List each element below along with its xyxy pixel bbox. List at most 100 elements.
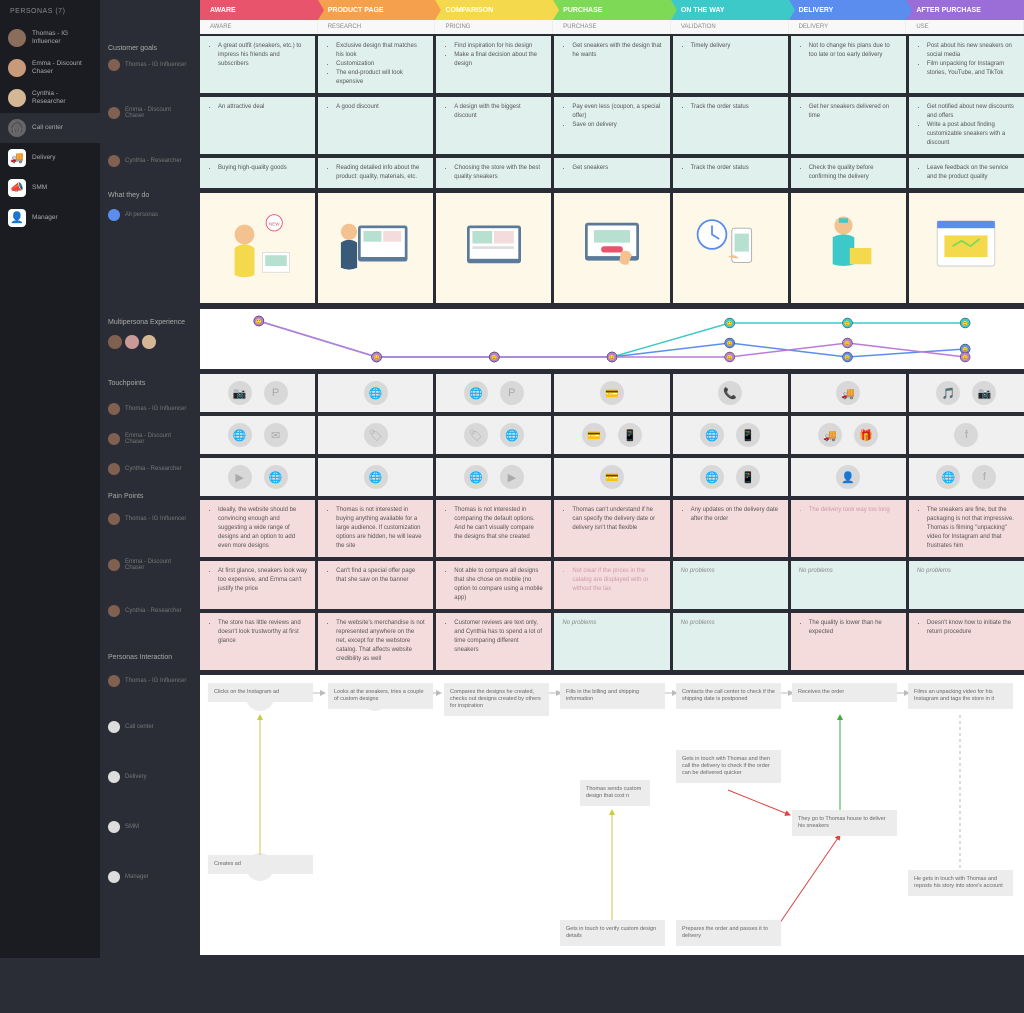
phase-header: DELIVERY.phase:nth-child(6)::after{borde… [789, 0, 907, 20]
flow-step: Looks at the sneakers, tries a couple of… [328, 683, 433, 709]
touchpoint-cell: 🚚 [791, 374, 906, 412]
touchpoint-row: 📷P🌐🌐P💳📞🚚🎵📷 [200, 372, 1024, 414]
sidebar-item[interactable]: 👤 Manager [0, 203, 100, 233]
sub-phase: DELIVERY [789, 20, 907, 34]
pain-cell: Thomas can't understand if he can specif… [554, 500, 669, 557]
goal-cell: Get sneakers [554, 158, 669, 188]
touchpoint-cell: 🌐✉ [200, 416, 315, 454]
goal-cell: Post about his new sneakers on social me… [909, 36, 1024, 93]
pain-cell: The delivery took way too long [791, 500, 906, 557]
touchpoint-cell: 🌐f [909, 458, 1024, 496]
touchpoint-icon: 🌐 [464, 381, 488, 405]
pain-cell: Ideally, the website should be convincin… [200, 500, 315, 557]
goal-cell: A great outfit (sneakers, etc.) to impre… [200, 36, 315, 93]
sidebar-header: PERSONAS (7) [0, 0, 100, 23]
svg-text:😐: 😐 [373, 354, 379, 361]
svg-text:🙂: 🙂 [256, 318, 262, 325]
persona-name: Delivery [32, 154, 55, 162]
illustration: NEW [200, 193, 315, 303]
touchpoint-icon: 🌐 [700, 423, 724, 447]
touchpoint-icon: 🏷 [464, 423, 488, 447]
pain-cell: At first glance, sneakers look way too e… [200, 561, 315, 609]
all-personas-label: All personas [100, 206, 200, 224]
touchpoint-cell: 🚚🎁 [791, 416, 906, 454]
pain-cell: Doesn't know how to initiate the return … [909, 613, 1024, 670]
pain-cell: Thomas is not interested in buying anyth… [318, 500, 433, 557]
phase-row: AWARE.phase:nth-child(1)::after{border-l… [200, 0, 1024, 20]
avatar: 👤 [8, 209, 26, 227]
goal-cell: A design with the biggest discount [436, 97, 551, 154]
flow-step: Gets in touch to verify custom design de… [560, 920, 665, 946]
sidebar-item[interactable]: 🚚Delivery [0, 143, 100, 173]
pain-label: Pain Points [100, 486, 200, 507]
sidebar-item[interactable]: 🎧Call center [0, 113, 100, 143]
avatar [8, 29, 26, 47]
phase-header: PRODUCT PAGE.phase:nth-child(2)::after{b… [318, 0, 436, 20]
sub-row: AWARERESEARCHPRICINGPURCHASEVALIDATIONDE… [200, 20, 1024, 34]
pain-cell: The store has little reviews and doesn't… [200, 613, 315, 670]
touchpoint-icon: 📷 [228, 381, 252, 405]
pain-cell: Not clear if the prices in the catalog a… [554, 561, 669, 609]
lane-label: Call center [100, 715, 200, 765]
persona-name: Cynthia - Researcher [32, 90, 92, 107]
goal-cell: Buying high-quality goods [200, 158, 315, 188]
goal-cell: Find inspiration for his designMake a fi… [436, 36, 551, 93]
pain-cell: No problems [673, 613, 788, 670]
goal-cell: A good discount [318, 97, 433, 154]
persona-mini: Emma - Discount Chaser [100, 424, 200, 454]
sub-phase: USE [906, 20, 1024, 34]
touchpoint-icon: 📞 [718, 381, 742, 405]
persona-name: Emma - Discount Chaser [32, 60, 92, 77]
touchpoint-icon: P [500, 381, 524, 405]
avatar [8, 89, 26, 107]
touchpoint-cell: 📞 [673, 374, 788, 412]
persona-mini: Emma - Discount Chaser [100, 89, 200, 137]
illustration [436, 193, 551, 303]
sub-phase: AWARE [200, 20, 318, 34]
touchpoint-icon: 🏷 [364, 423, 388, 447]
touchpoint-icon: 🌐 [936, 465, 960, 489]
pain-cell: The sneakers are fine, but the packaging… [909, 500, 1024, 557]
pain-cell: The quality is lower than he expected [791, 613, 906, 670]
interaction-label: Personas Interaction [100, 647, 200, 668]
persona-mini: Thomas - IG Influencer [100, 507, 200, 553]
touchpoint-icon: 🌐 [700, 465, 724, 489]
illustration [554, 193, 669, 303]
flow-step: Prepares the order and passes it to deli… [676, 920, 781, 946]
sidebar-item[interactable]: 📣SMM [0, 173, 100, 203]
svg-text:😐: 😐 [609, 354, 615, 361]
touchpoint-row: ▶🌐🌐🌐▶💳🌐📱👤🌐f [200, 456, 1024, 498]
persona-name: Manager [32, 214, 58, 222]
touchpoint-icon: 🌐 [500, 423, 524, 447]
touchpoint-cell: 💳 [554, 458, 669, 496]
touchpoint-icon: 💳 [600, 381, 624, 405]
flow-step: Compares the designs he created, checks … [444, 683, 549, 716]
sidebar-item[interactable]: Emma - Discount Chaser [0, 53, 100, 83]
goal-cell: Choosing the store with the best quality… [436, 158, 551, 188]
touchpoint-icon: 🌐 [364, 465, 388, 489]
svg-text:😐: 😐 [844, 340, 850, 347]
touchpoint-icon: f [954, 423, 978, 447]
pain-cell: No problems [673, 561, 788, 609]
goal-cell: Exclusive design that matches his lookCu… [318, 36, 433, 93]
goal-cell: Get notified about new discounts and off… [909, 97, 1024, 154]
sub-phase: VALIDATION [671, 20, 789, 34]
pain-row: The store has little reviews and doesn't… [200, 611, 1024, 672]
touchpoint-cell: 💳 [554, 374, 669, 412]
sidebar-item[interactable]: Cynthia - Researcher [0, 83, 100, 113]
touch-label: Touchpoints [100, 373, 200, 394]
touchpoint-icon: 🎁 [854, 423, 878, 447]
touchpoint-cell: 🎵📷 [909, 374, 1024, 412]
illustration [318, 193, 433, 303]
goals-row: Buying high-quality goodsReading detaile… [200, 156, 1024, 190]
goal-cell: Timely delivery [673, 36, 788, 93]
lane-label: Manager [100, 865, 200, 915]
touchpoint-icon: P [264, 381, 288, 405]
touchpoint-icon: 📷 [972, 381, 996, 405]
touchpoint-icon: 📱 [736, 465, 760, 489]
touchpoint-cell: f [909, 416, 1024, 454]
sidebar-item[interactable]: Thomas - IG Influencer [0, 23, 100, 53]
persona-name: Thomas - IG Influencer [32, 30, 92, 47]
flow-step: Fills in the billing and shipping inform… [560, 683, 665, 709]
flow-step: Clicks on the Instagram ad [208, 683, 313, 702]
